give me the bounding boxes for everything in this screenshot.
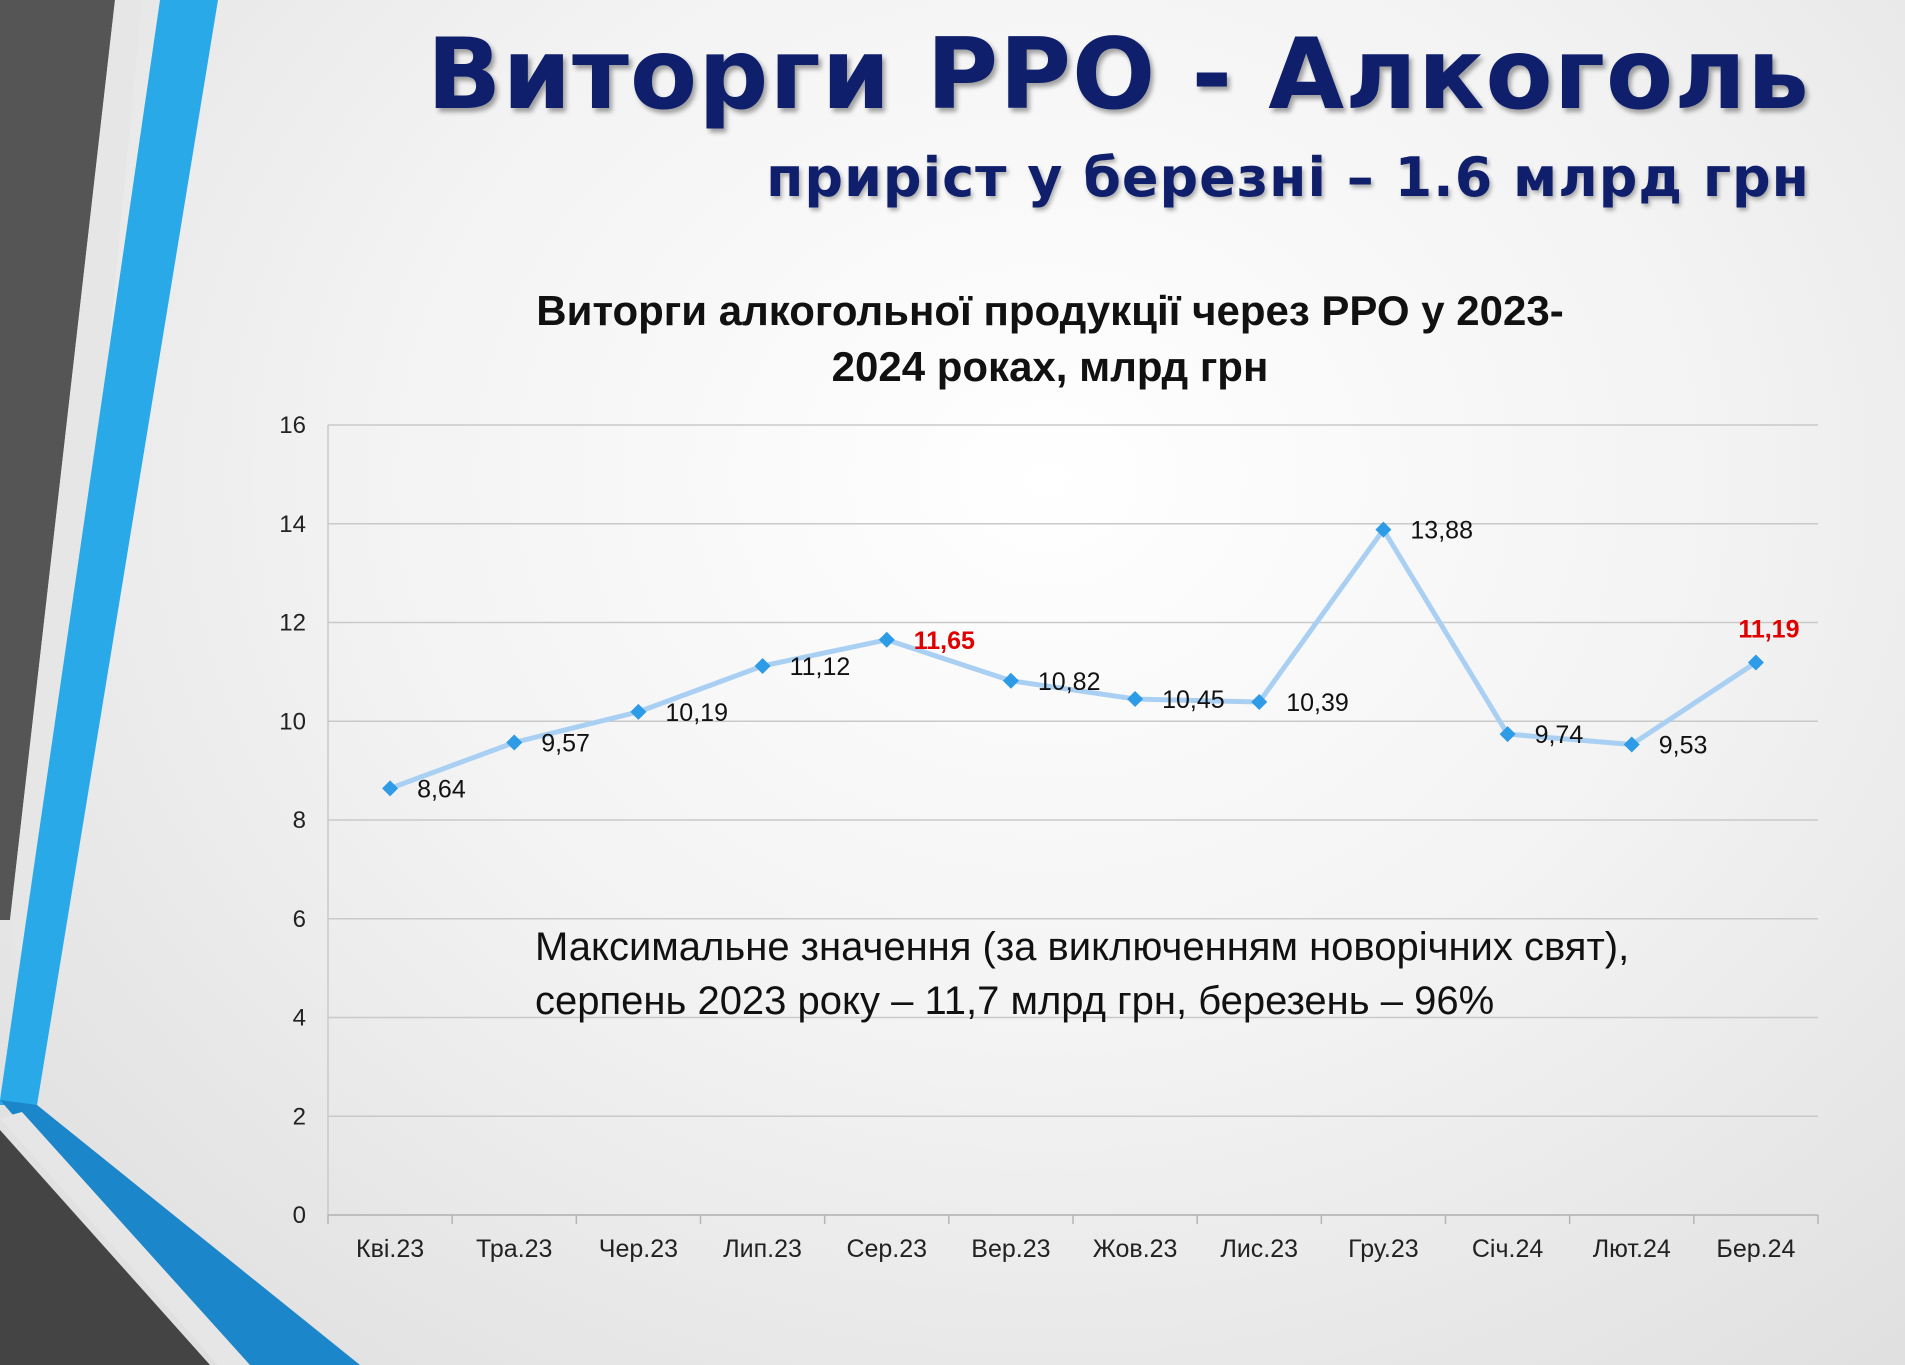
annotation-line1: Максимальне значення (за виключенням нов…: [535, 925, 1630, 969]
data-point-marker: [1375, 521, 1392, 538]
x-tick-label: Бер.24: [1716, 1235, 1795, 1263]
data-label: 11,65: [914, 627, 975, 655]
data-label: 9,53: [1659, 731, 1708, 759]
data-label: 10,45: [1162, 686, 1225, 714]
data-point-marker: [878, 631, 895, 648]
y-axis: 0 2 4 6 8 10 12 14 16: [279, 412, 329, 1229]
data-label: 9,74: [1535, 721, 1584, 749]
data-label: 9,57: [541, 729, 590, 757]
data-point-marker: [382, 780, 399, 797]
series-points: [382, 521, 1764, 797]
data-point-marker: [506, 734, 523, 751]
data-point-marker: [1747, 654, 1764, 671]
x-tick-label: Лип.23: [723, 1235, 802, 1263]
x-tick-label: Жов.23: [1093, 1235, 1178, 1263]
y-tick-label: 14: [279, 511, 306, 538]
chart-title-line1: Виторги алкогольної продукції через РРО …: [536, 287, 1564, 334]
chart-annotation: Максимальне значення (за виключенням нов…: [535, 920, 1629, 1028]
data-labels: 8,64 9,57 10,19 11,12 11,65 10,82 10,45 10,39 13…: [417, 517, 1799, 804]
series-polyline: [389, 527, 1758, 791]
data-label: 10,39: [1286, 689, 1349, 717]
data-label: 10,82: [1038, 668, 1101, 696]
x-tick-label: Гру.23: [1348, 1235, 1419, 1263]
x-tick-label: Сер.23: [846, 1235, 927, 1263]
data-point-marker: [1499, 726, 1516, 743]
data-point-marker: [630, 703, 647, 720]
x-tick-label: Січ.24: [1472, 1235, 1543, 1263]
data-label: 11,19: [1738, 615, 1799, 643]
x-tick-label: Лис.23: [1220, 1235, 1298, 1263]
x-tick-label: Вер.23: [971, 1235, 1050, 1263]
y-tick-label: 6: [293, 906, 306, 933]
y-tick-label: 0: [293, 1202, 306, 1229]
data-label: 8,64: [417, 775, 466, 803]
annotation-line2: серпень 2023 року – 11,7 млрд грн, берез…: [535, 979, 1495, 1023]
x-tick-label: Чер.23: [599, 1235, 678, 1263]
y-tick-label: 10: [279, 708, 306, 735]
y-tick-label: 4: [293, 1005, 306, 1032]
y-tick-label: 2: [293, 1103, 306, 1130]
slide-subtitle: приріст у березні – 1.6 млрд грн: [766, 146, 1810, 209]
y-tick-label: 16: [279, 412, 306, 439]
slide-title: Виторги РРО - Алкоголь: [426, 18, 1810, 132]
x-tick-label: Лют.24: [1593, 1235, 1671, 1263]
chart-title: Виторги алкогольної продукції через РРО …: [430, 283, 1670, 395]
y-tick-label: 12: [279, 610, 306, 637]
x-axis: Кві.23 Тра.23 Чер.23 Лип.23 Сер.23 Вер.23 Жов.…: [327, 1214, 1819, 1263]
data-point-marker: [1623, 736, 1640, 753]
chart-title-line2: 2024 роках, млрд грн: [831, 343, 1269, 390]
data-point-marker: [1127, 691, 1144, 708]
data-label: 11,12: [790, 653, 851, 681]
data-label: 10,19: [665, 699, 728, 727]
data-point-marker: [754, 657, 771, 674]
data-label: 13,88: [1410, 517, 1473, 545]
data-point-marker: [1251, 693, 1268, 710]
x-tick-label: Кві.23: [356, 1235, 424, 1263]
y-tick-label: 8: [293, 807, 306, 834]
series-line: [389, 527, 1758, 791]
data-point-marker: [1002, 672, 1019, 689]
chart-gridlines: [328, 424, 1818, 1216]
x-tick-label: Тра.23: [476, 1235, 552, 1263]
